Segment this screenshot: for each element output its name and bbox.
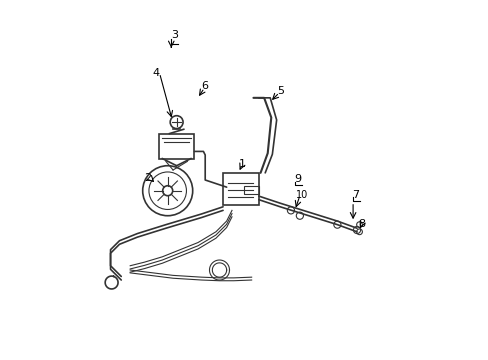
Text: 2: 2 [143,173,151,183]
Text: 9: 9 [293,174,300,184]
Text: 7: 7 [352,190,359,200]
Text: 1: 1 [238,159,245,169]
Text: 3: 3 [171,30,178,40]
Text: 6: 6 [201,81,207,91]
Text: 4: 4 [152,68,160,78]
Text: 8: 8 [357,219,365,229]
Text: 10: 10 [296,190,308,200]
Text: 5: 5 [277,86,284,96]
